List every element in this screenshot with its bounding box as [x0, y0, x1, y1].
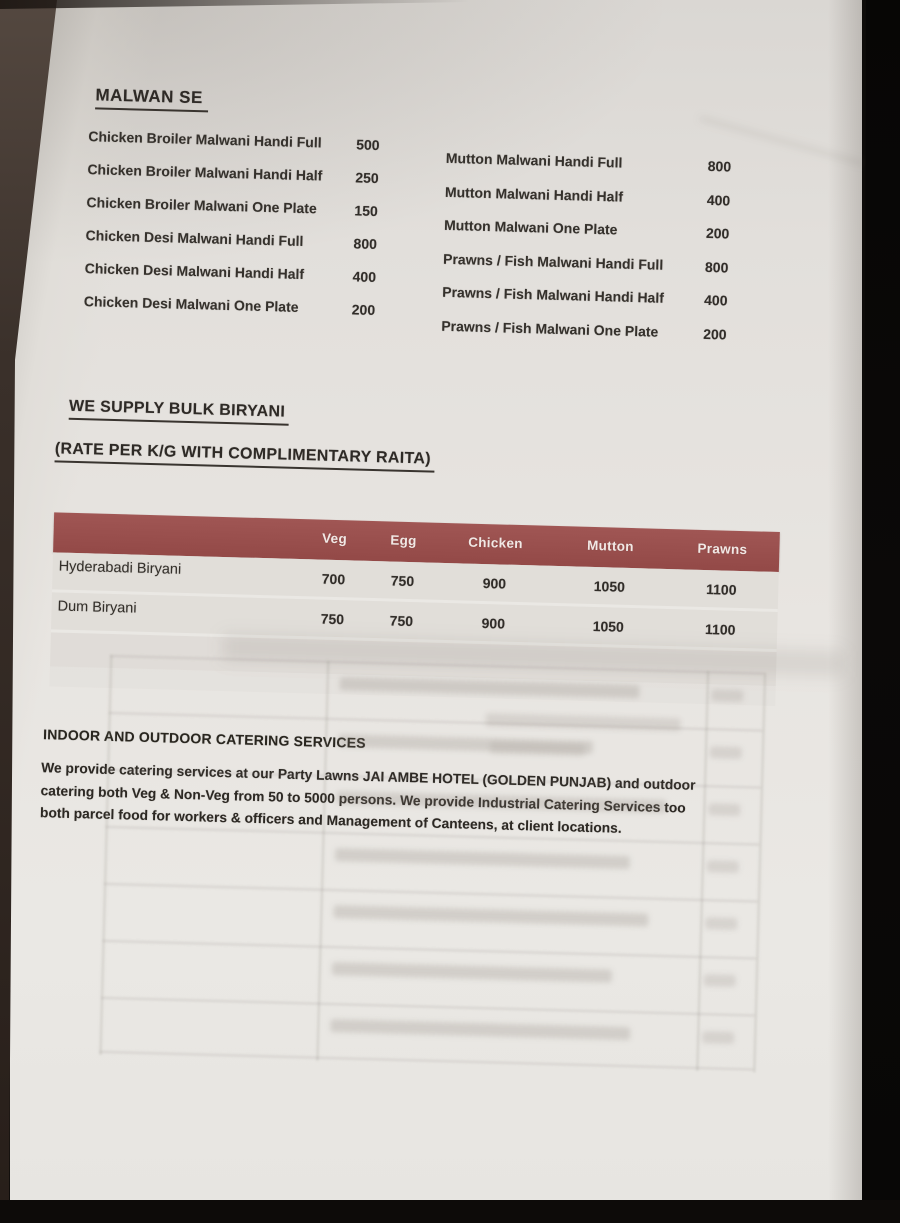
page-content: MALWAN SE Chicken Broiler Malwani Handi …: [40, 85, 864, 1073]
menu-item-price: 250: [355, 169, 379, 187]
menu-item-price: 400: [703, 291, 728, 309]
cell-value: 750: [320, 610, 345, 628]
menu-item-label: Mutton Malwani Handi Half: [444, 183, 624, 205]
section-subheading-rate: (RATE PER K/G WITH COMPLIMENTARY RAITA): [54, 440, 436, 473]
cell-value: 700: [321, 570, 346, 588]
menu-item-label: Mutton Malwani Handi Full: [445, 149, 623, 171]
menu-item-price: 200: [703, 325, 727, 343]
menu-item-price: 200: [705, 224, 730, 242]
section-title-malwan: MALWAN SE: [95, 85, 210, 113]
menu-item-price: 400: [352, 268, 377, 285]
column-header-prawns: Prawns: [697, 540, 748, 558]
cell-value: 750: [390, 572, 415, 590]
column-header-egg: Egg: [390, 532, 417, 549]
menu-item-price: 800: [707, 157, 732, 175]
menu-item-price: 150: [354, 202, 379, 220]
column-header-mutton: Mutton: [586, 537, 635, 555]
catering-paragraph: We provide catering services at our Part…: [40, 760, 696, 845]
biryani-price-table: Veg Egg Chicken Mutton Prawns Hyderabadi…: [49, 512, 780, 706]
malwan-right-column: Mutton Malwani Handi Full 800 Mutton Mal…: [441, 150, 786, 360]
photo-edge-top: [0, 0, 470, 9]
menu-item-label: Chicken Broiler Malwani Handi Full: [88, 128, 322, 151]
menu-item-price: 500: [356, 136, 380, 154]
cell-value: 1100: [704, 621, 736, 638]
row-label: Dum Biryani: [57, 598, 137, 617]
cell-value: 1050: [592, 617, 625, 635]
malwan-left-column: Chicken Broiler Malwani Handi Full 500 C…: [83, 128, 448, 336]
cell-value: 900: [481, 614, 506, 632]
photo-edge-right: [862, 0, 900, 1200]
menu-page: MALWAN SE Chicken Broiler Malwani Handi …: [10, 0, 864, 1200]
column-header-chicken: Chicken: [467, 534, 523, 552]
cell-value: 900: [482, 575, 507, 592]
menu-item-price: 200: [351, 301, 376, 318]
cell-value: 1100: [705, 581, 737, 598]
menu-item-label: Mutton Malwani One Plate: [443, 216, 618, 238]
cell-value: 750: [389, 612, 414, 630]
menu-item-price: 800: [353, 235, 378, 253]
cell-value: 1050: [593, 578, 626, 595]
column-header-veg: Veg: [321, 530, 348, 547]
row-label: Hyderabadi Biryani: [58, 558, 182, 578]
menu-item-price: 800: [704, 258, 729, 276]
catering-heading: INDOOR AND OUTDOOR CATERING SERVICES: [42, 726, 367, 751]
menu-item-price: 400: [706, 191, 731, 209]
section-heading-bulk-biryani: WE SUPPLY BULK BIRYANI: [68, 397, 290, 426]
